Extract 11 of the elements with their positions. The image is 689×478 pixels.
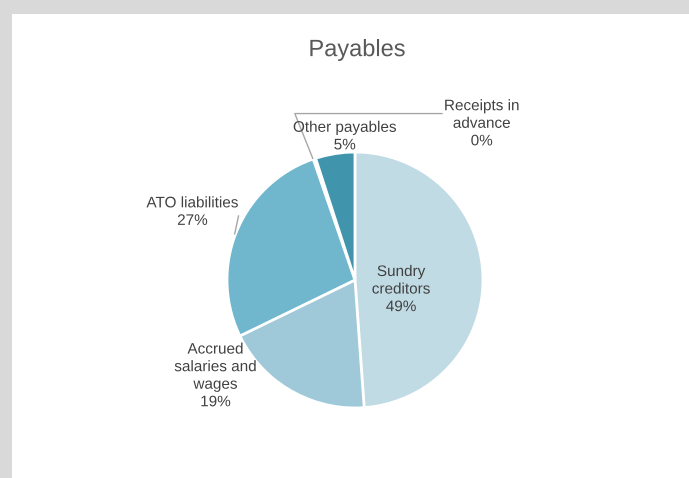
- slice-label: Receipts in advance: [445, 99, 519, 128]
- slice-label: Sundry creditors: [372, 264, 430, 294]
- data-label: 5%: [334, 138, 356, 150]
- slice-label: Other payables: [294, 120, 396, 135]
- chart-title: Payables: [310, 38, 405, 62]
- data-label: 27%: [178, 214, 208, 225]
- slice-label: Accrued salaries and wages: [174, 342, 256, 392]
- data-label: 0%: [471, 134, 492, 146]
- data-label: 19%: [201, 396, 230, 406]
- slice-label: ATO liabilities: [146, 196, 238, 208]
- data-label: 49%: [386, 300, 416, 312]
